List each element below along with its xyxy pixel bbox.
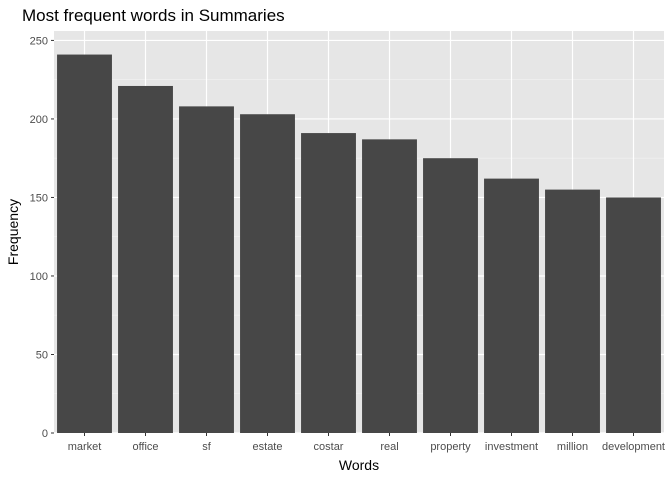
x-tick-label: property <box>430 441 471 453</box>
bar-investment <box>484 178 539 433</box>
bar-market <box>57 54 112 433</box>
x-tick-label: office <box>132 441 158 453</box>
bars <box>57 54 661 433</box>
x-tick-label: million <box>557 441 588 453</box>
bar-office <box>118 85 173 433</box>
y-tick-label: 100 <box>30 271 48 283</box>
chart-title: Most frequent words in Summaries <box>22 6 285 25</box>
bar-sf <box>179 106 234 433</box>
y-tick-label: 250 <box>30 35 48 47</box>
y-axis: 0 50 100 150 200 250 <box>30 35 54 440</box>
x-tick-label: development <box>602 441 665 453</box>
bar-property <box>423 158 478 433</box>
x-tick-label: costar <box>314 441 344 453</box>
y-tick-label: 0 <box>42 428 48 440</box>
x-axis-title: Words <box>339 457 379 473</box>
x-axis: market office sf estate costar real property in… <box>68 433 665 453</box>
bar-estate <box>240 114 295 433</box>
bar-million <box>545 189 600 433</box>
bar-costar <box>301 133 356 433</box>
bar-real <box>362 139 417 433</box>
y-tick-label: 50 <box>36 349 48 361</box>
x-tick-label: estate <box>253 441 283 453</box>
bar-development <box>606 197 661 433</box>
x-tick-label: market <box>68 441 102 453</box>
y-tick-label: 200 <box>30 114 48 126</box>
x-tick-label: real <box>380 441 398 453</box>
x-tick-label: sf <box>202 441 212 453</box>
y-tick-label: 150 <box>30 192 48 204</box>
y-axis-title: Frequency <box>5 199 21 265</box>
x-tick-label: investment <box>485 441 538 453</box>
